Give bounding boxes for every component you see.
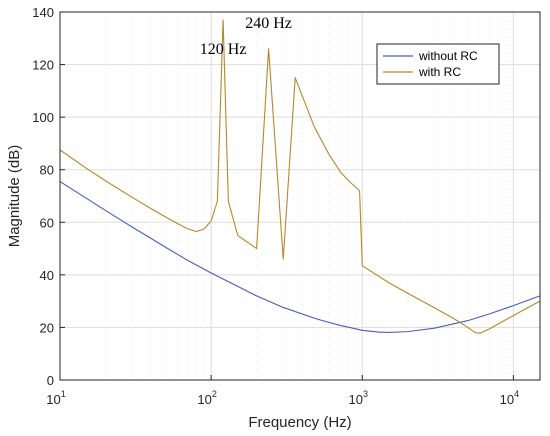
axis-ticks: 0 20 40 60 80 100 120 140 101 102 103 104 — [32, 5, 519, 407]
y-tick-label: 80 — [40, 163, 54, 178]
y-tick-label: 0 — [47, 373, 54, 388]
y-tick-label: 40 — [40, 268, 54, 283]
legend-label: with RC — [418, 65, 461, 79]
plot-frame — [59, 11, 541, 381]
y-tick-label: 60 — [40, 215, 54, 230]
x-tick-label: 101 — [46, 389, 65, 407]
y-axis-title: Magnitude (dB) — [6, 145, 23, 248]
series-lines — [59, 19, 541, 334]
y-tick-label: 100 — [32, 110, 54, 125]
x-axis-title: Frequency (Hz) — [248, 414, 351, 431]
legend: without RC with RC — [376, 43, 500, 85]
y-tick-label: 20 — [40, 320, 54, 335]
annotation-1: 120 Hz — [200, 41, 247, 58]
y-tick-label: 140 — [32, 5, 54, 20]
series-line-1 — [59, 181, 541, 333]
annotations: 120 Hz 240 Hz — [200, 15, 292, 58]
legend-box — [376, 43, 500, 85]
annotation-2: 240 Hz — [245, 15, 292, 32]
x-tick-label: 102 — [197, 389, 216, 407]
y-tick-label: 120 — [32, 58, 54, 73]
series-line-2 — [59, 19, 541, 334]
legend-label: without RC — [418, 49, 478, 63]
x-tick-label: 103 — [349, 389, 368, 407]
x-tick-label: 104 — [500, 389, 519, 407]
